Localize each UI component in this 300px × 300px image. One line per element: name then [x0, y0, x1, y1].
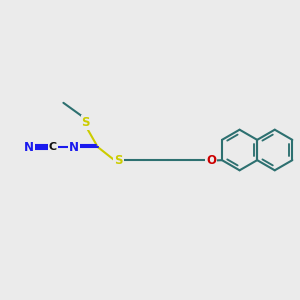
Text: O: O — [206, 154, 216, 167]
Text: S: S — [82, 116, 90, 129]
Text: C: C — [49, 142, 57, 152]
Text: N: N — [69, 140, 79, 154]
Text: S: S — [114, 154, 123, 167]
Text: N: N — [24, 140, 34, 154]
